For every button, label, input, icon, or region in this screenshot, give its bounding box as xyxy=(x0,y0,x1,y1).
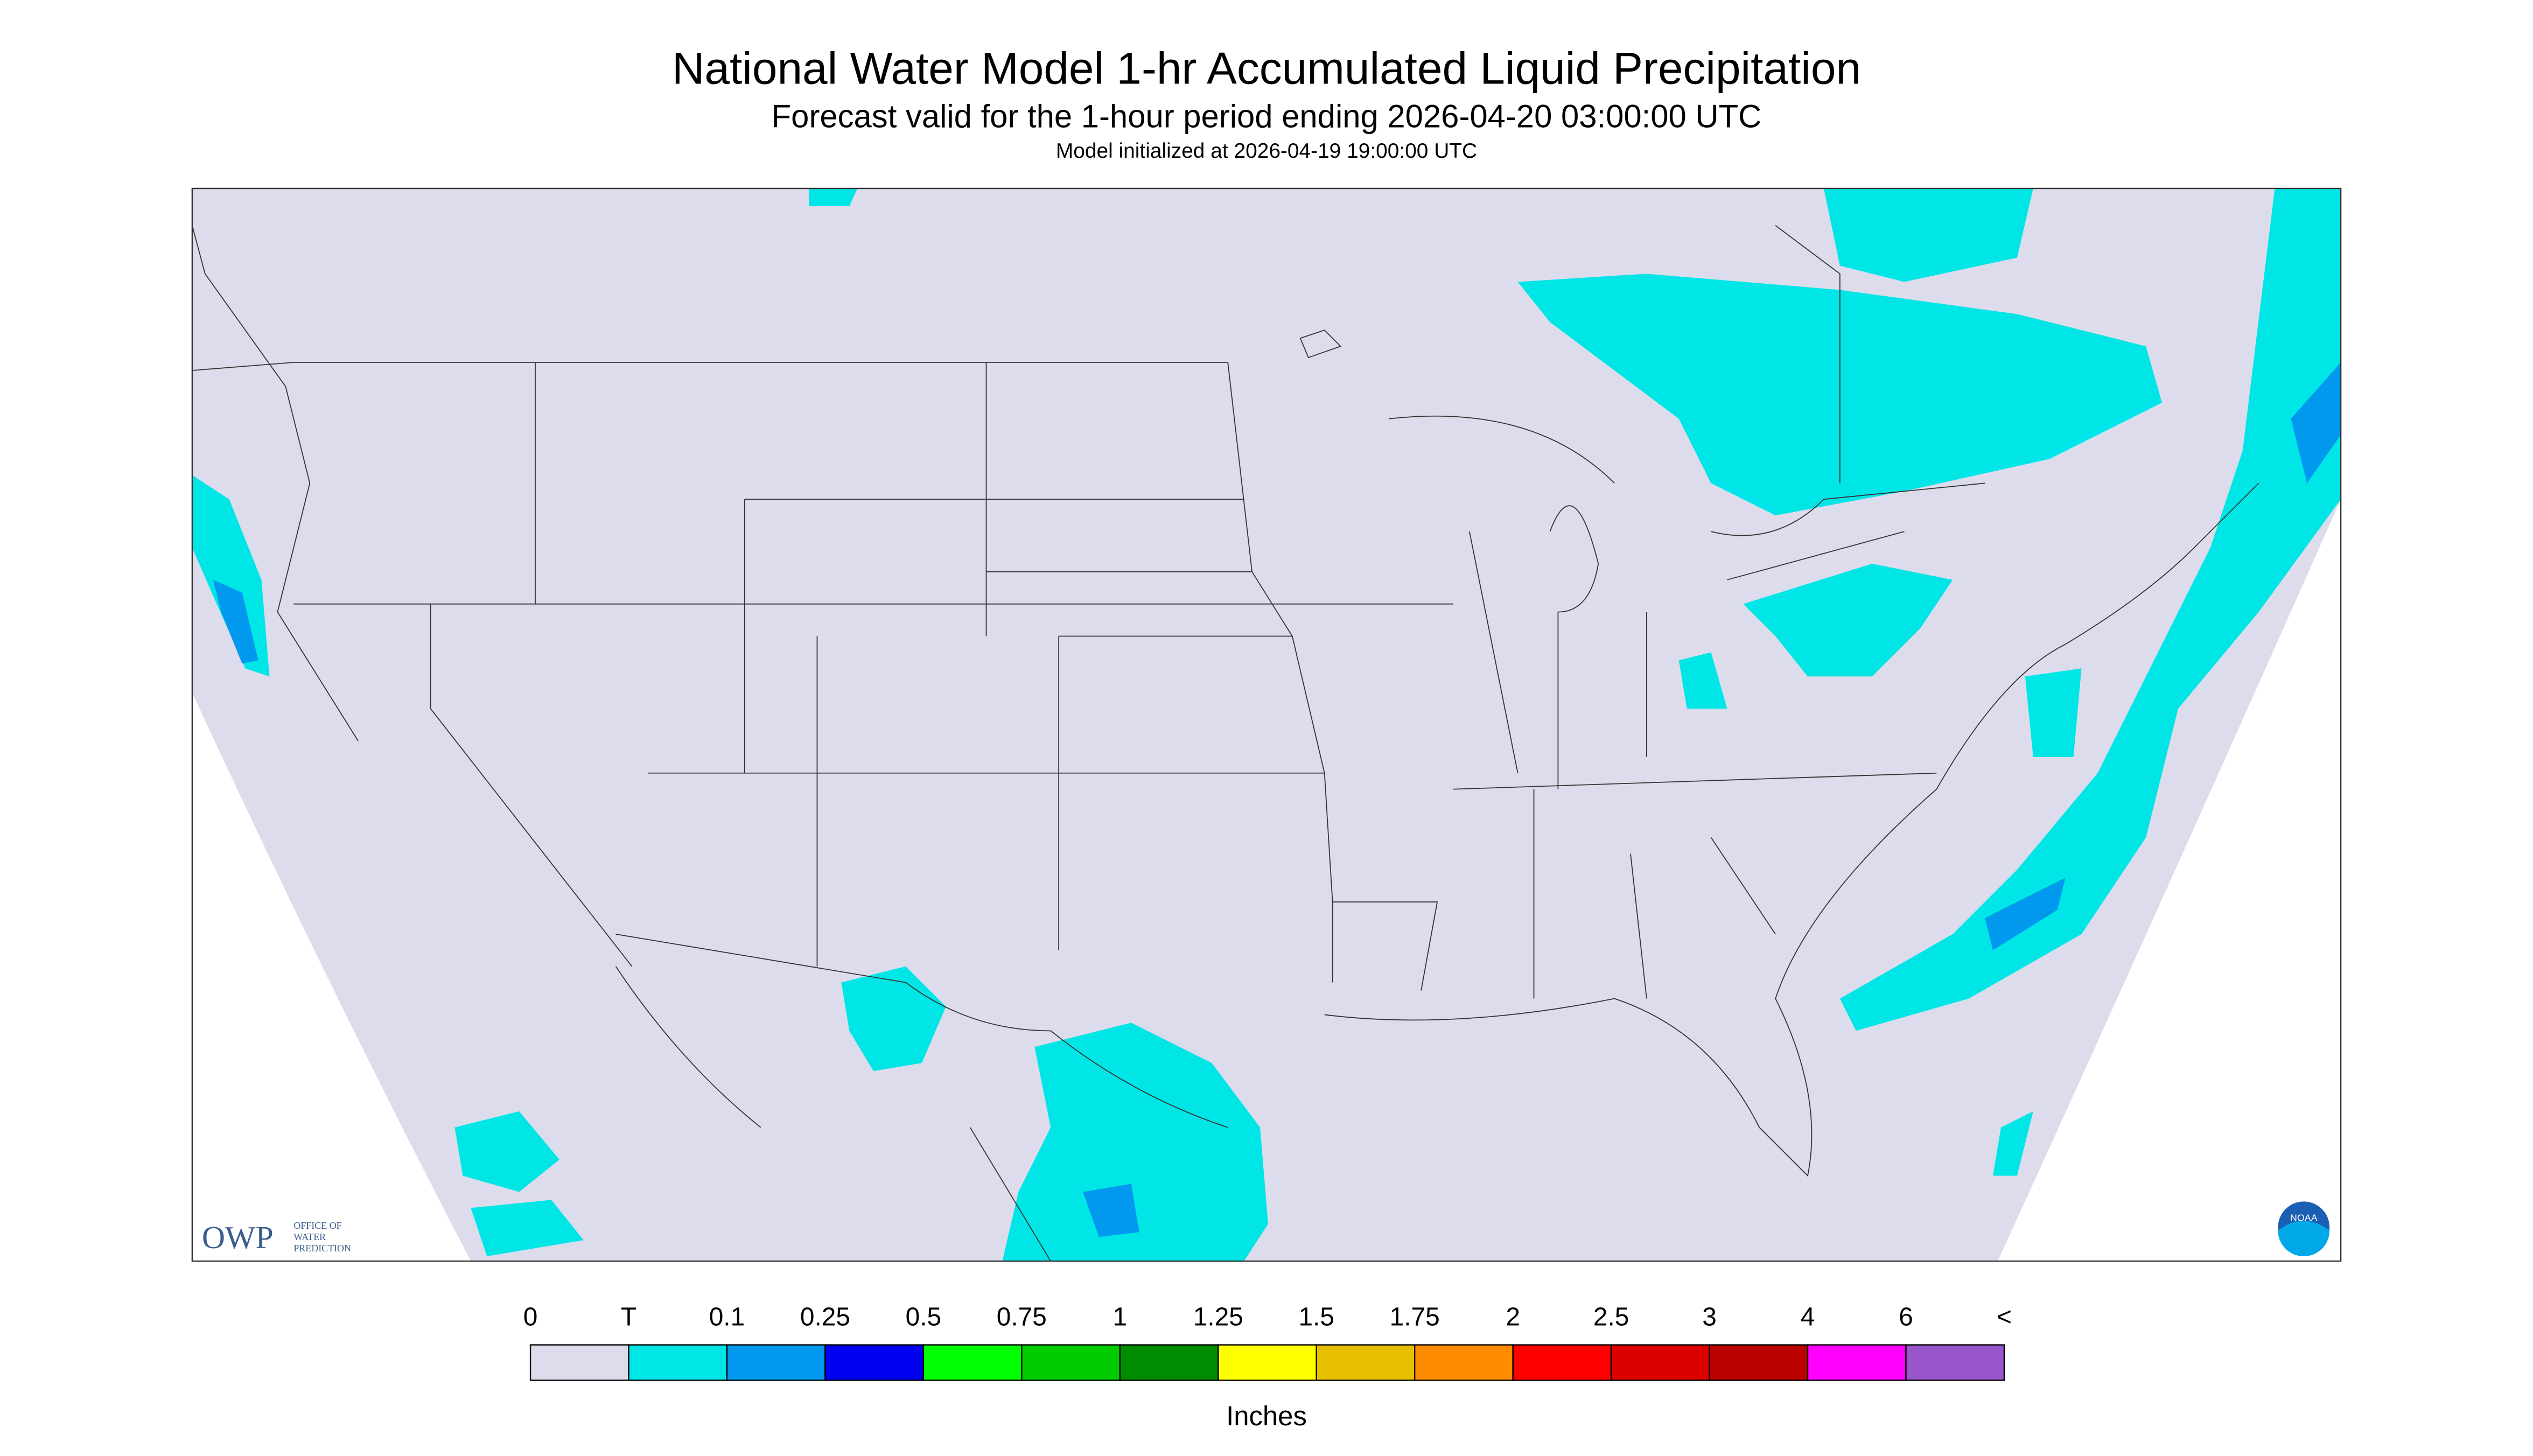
colorbar-label: 6 xyxy=(1899,1303,1913,1332)
colorbar-swatch xyxy=(1021,1344,1121,1381)
colorbar-swatch xyxy=(1414,1344,1514,1381)
colorbar-label: 0.75 xyxy=(997,1303,1047,1332)
colorbar-label: 4 xyxy=(1801,1303,1815,1332)
init-time: Model initialized at 2026-04-19 19:00:00… xyxy=(1056,139,1477,163)
noaa-logo-wave xyxy=(2278,1221,2330,1257)
colorbar-label: 0.25 xyxy=(800,1303,850,1332)
colorbar-swatch xyxy=(1610,1344,1710,1381)
owp-logo-text: OFFICE OF xyxy=(293,1220,341,1231)
colorbar-label: 2 xyxy=(1506,1303,1520,1332)
map-frame xyxy=(191,187,2342,1262)
noaa-logo-text: NOAA xyxy=(2290,1212,2318,1223)
colorbar-swatch xyxy=(1512,1344,1612,1381)
owp-logo: OWP xyxy=(202,1220,274,1255)
projection-edge xyxy=(1997,499,2341,1262)
owp-logo-text: PREDICTION xyxy=(293,1243,351,1254)
colorbar-label: < xyxy=(1997,1303,2012,1332)
colorbar-swatch xyxy=(529,1344,629,1381)
colorbar-label: 3 xyxy=(1702,1303,1717,1332)
colorbar-label: 1.75 xyxy=(1390,1303,1440,1332)
title: National Water Model 1-hr Accumulated Li… xyxy=(672,43,1861,94)
projection-edge xyxy=(192,692,471,1262)
colorbar-label: 2.5 xyxy=(1593,1303,1629,1332)
subtitle: Forecast valid for the 1-hour period end… xyxy=(772,98,1762,134)
owp-logo-text: WATER xyxy=(293,1231,326,1242)
colorbar-swatch xyxy=(1119,1344,1219,1381)
colorbar-swatch xyxy=(1807,1344,1907,1381)
map: OWP OFFICE OF WATER PREDICTION NOAA xyxy=(191,187,2342,1262)
colorbar-label: 1.5 xyxy=(1298,1303,1334,1332)
colorbar-swatch xyxy=(1316,1344,1416,1381)
colorbar: 0 T 0.1 0.25 0.5 0.75 1 1.25 1.5 1.75 2 2.5 3 4 6 < xyxy=(523,1303,2012,1381)
colorbar-swatch xyxy=(922,1344,1023,1381)
colorbar-swatch xyxy=(1905,1344,2005,1381)
colorbar-swatch xyxy=(1217,1344,1317,1381)
colorbar-label: 0 xyxy=(523,1303,538,1332)
colorbar-unit: Inches xyxy=(1226,1401,1307,1431)
colorbar-swatch xyxy=(1709,1344,1809,1381)
colorbar-label: 1.25 xyxy=(1193,1303,1243,1332)
colorbar-swatch xyxy=(628,1344,728,1381)
colorbar-swatch xyxy=(824,1344,925,1381)
colorbar-label: 1 xyxy=(1113,1303,1128,1332)
boundaries xyxy=(192,225,2259,1262)
colorbar-label: 0.5 xyxy=(906,1303,942,1332)
colorbar-label: T xyxy=(621,1303,636,1332)
colorbar-swatch xyxy=(726,1344,826,1381)
colorbar-label: 0.1 xyxy=(709,1303,745,1332)
precipitation xyxy=(192,188,2341,1262)
